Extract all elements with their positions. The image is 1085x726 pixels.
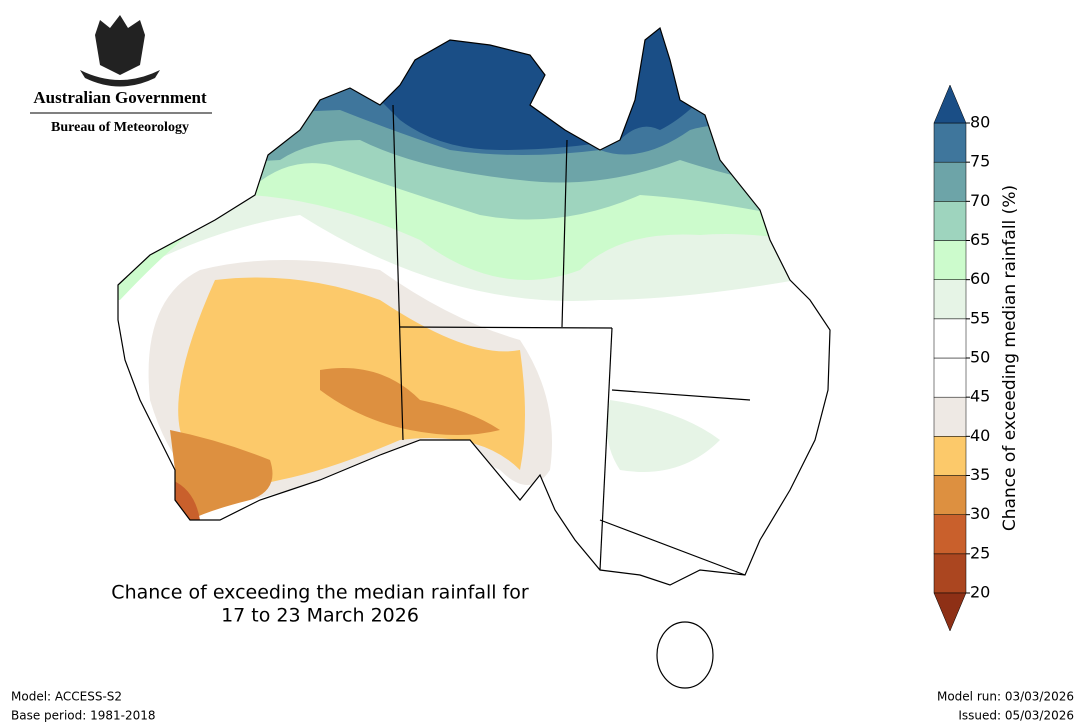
colorbar-bin [933, 396, 967, 437]
government-name: Australian Government [33, 88, 207, 107]
colorbar-tick-label: 30 [970, 504, 990, 523]
colorbar-tick-label: 25 [970, 543, 990, 562]
colorbar-tick-label: 40 [970, 426, 990, 445]
map-title: Chance of exceeding the median rainfall … [111, 582, 529, 604]
footer: Model: ACCESS-S2 Base period: 1981-2018 … [11, 690, 1074, 723]
colorbar-bin [933, 240, 967, 280]
colorbar-label: Chance of exceeding median rainfall (%) [1000, 185, 1020, 531]
colorbar-bin [933, 201, 967, 241]
colorbar: Chance of exceeding median rainfall (%) … [933, 84, 1020, 632]
colorbar-bin [933, 122, 967, 163]
colorbar-bin [933, 357, 967, 398]
region [170, 430, 273, 520]
colorbar-tick-label: 50 [970, 348, 990, 367]
colorbar-tick-label: 65 [970, 230, 990, 249]
logo: Australian Government Bureau of Meteorol… [30, 15, 212, 135]
map-title: 17 to 23 March 2026 [221, 605, 419, 627]
colorbar-bin [933, 436, 967, 476]
colorbar-tick-label: 60 [970, 269, 990, 288]
colorbar-tick-label: 70 [970, 191, 990, 210]
colorbar-tick-label: 45 [970, 387, 990, 406]
issued: Issued: 05/03/2026 [958, 709, 1074, 723]
region [320, 368, 500, 435]
colorbar-bin [933, 279, 967, 320]
colorbar-tick-label: 75 [970, 152, 990, 171]
agency-name: Bureau of Meteorology [51, 120, 189, 135]
colorbar-over [933, 84, 967, 124]
colorbar-under [933, 592, 967, 632]
colorbar-bin [933, 514, 967, 555]
colorbar-tick-label: 35 [970, 465, 990, 484]
colorbar-bin [933, 553, 967, 594]
model: Model: ACCESS-S2 [11, 690, 122, 704]
colorbar-bin [933, 475, 967, 515]
region [606, 400, 720, 472]
base-period: Base period: 1981-2018 [11, 709, 156, 723]
model-run: Model run: 03/03/2026 [937, 690, 1074, 704]
colorbar-tick-label: 20 [970, 583, 990, 602]
colorbar-tick-label: 55 [970, 308, 990, 327]
colorbar-bin [933, 318, 967, 359]
map: Chance of exceeding the median rainfall … [111, 27, 831, 689]
colorbar-tick-label: 80 [970, 113, 990, 132]
colorbar-bin [933, 161, 967, 202]
